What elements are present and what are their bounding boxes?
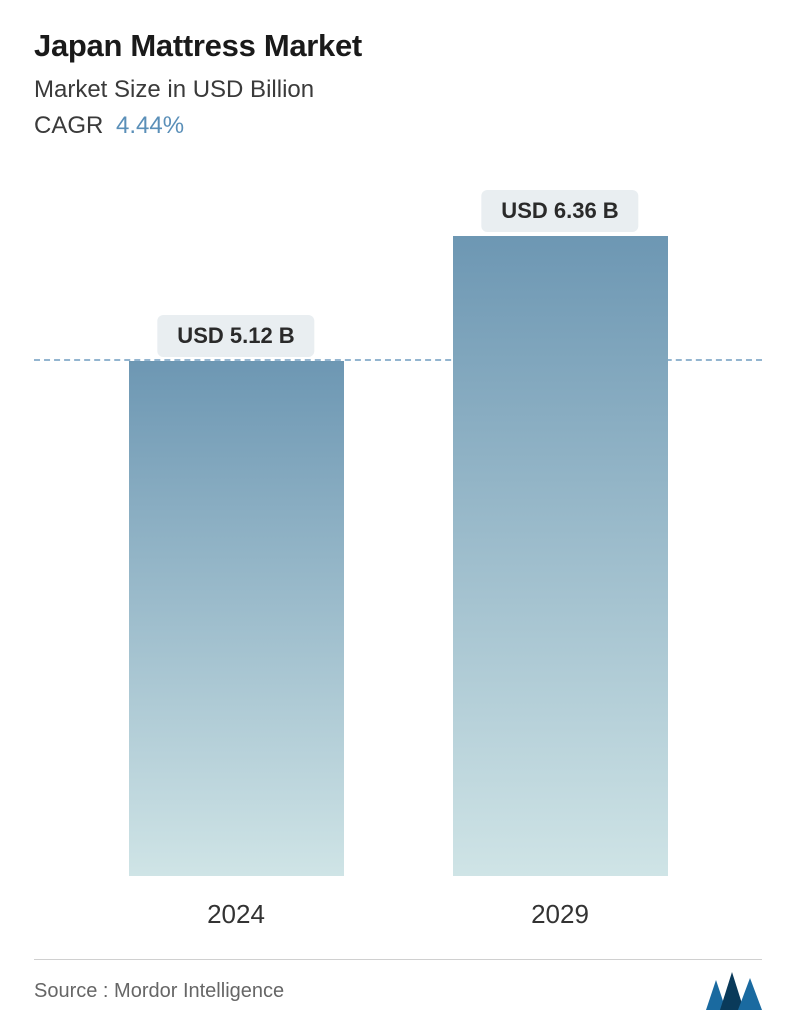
bar-value-label: USD 6.36 B [481,190,638,232]
page-title: Japan Mattress Market [34,28,762,64]
x-axis-label: 2029 [445,899,675,930]
cagr-line: CAGR 4.44% [34,112,762,140]
x-axis-label: 2024 [121,899,351,930]
mordor-logo-icon [706,972,762,1010]
bars-container: USD 5.12 B USD 6.36 B [34,236,762,876]
bar-group: USD 6.36 B [445,236,675,876]
x-axis-labels: 2024 2029 [34,899,762,930]
subtitle: Market Size in USD Billion [34,76,762,104]
bar: USD 5.12 B [129,361,344,876]
cagr-label: CAGR [34,112,103,139]
footer: Source : Mordor Intelligence [34,959,762,1010]
cagr-value: 4.44% [116,112,184,139]
bar: USD 6.36 B [453,236,668,876]
bar-group: USD 5.12 B [121,361,351,876]
bar-chart: USD 5.12 B USD 6.36 B 2024 2029 [34,190,762,930]
bar-value-label: USD 5.12 B [157,315,314,357]
source-text: Source : Mordor Intelligence [34,980,284,1003]
